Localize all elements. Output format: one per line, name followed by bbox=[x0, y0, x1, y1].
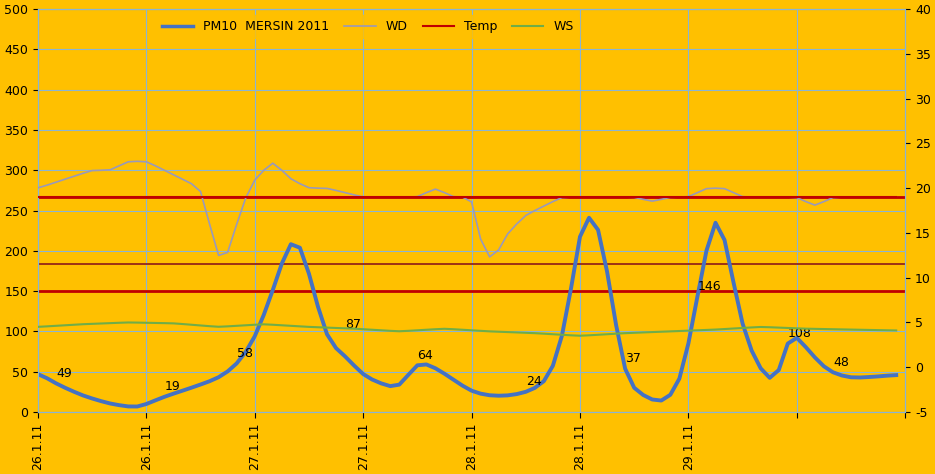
Text: 58: 58 bbox=[237, 347, 252, 360]
Text: 48: 48 bbox=[833, 356, 849, 369]
Text: 19: 19 bbox=[165, 381, 180, 393]
Text: 108: 108 bbox=[788, 327, 812, 340]
Text: 37: 37 bbox=[626, 352, 641, 365]
Text: 87: 87 bbox=[345, 318, 361, 331]
Text: 49: 49 bbox=[56, 367, 72, 380]
Legend: PM10  MERSIN 2011, WD, Temp, WS: PM10 MERSIN 2011, WD, Temp, WS bbox=[157, 16, 579, 38]
Text: 24: 24 bbox=[525, 375, 541, 388]
Text: 146: 146 bbox=[698, 280, 721, 293]
Text: 64: 64 bbox=[417, 349, 433, 362]
